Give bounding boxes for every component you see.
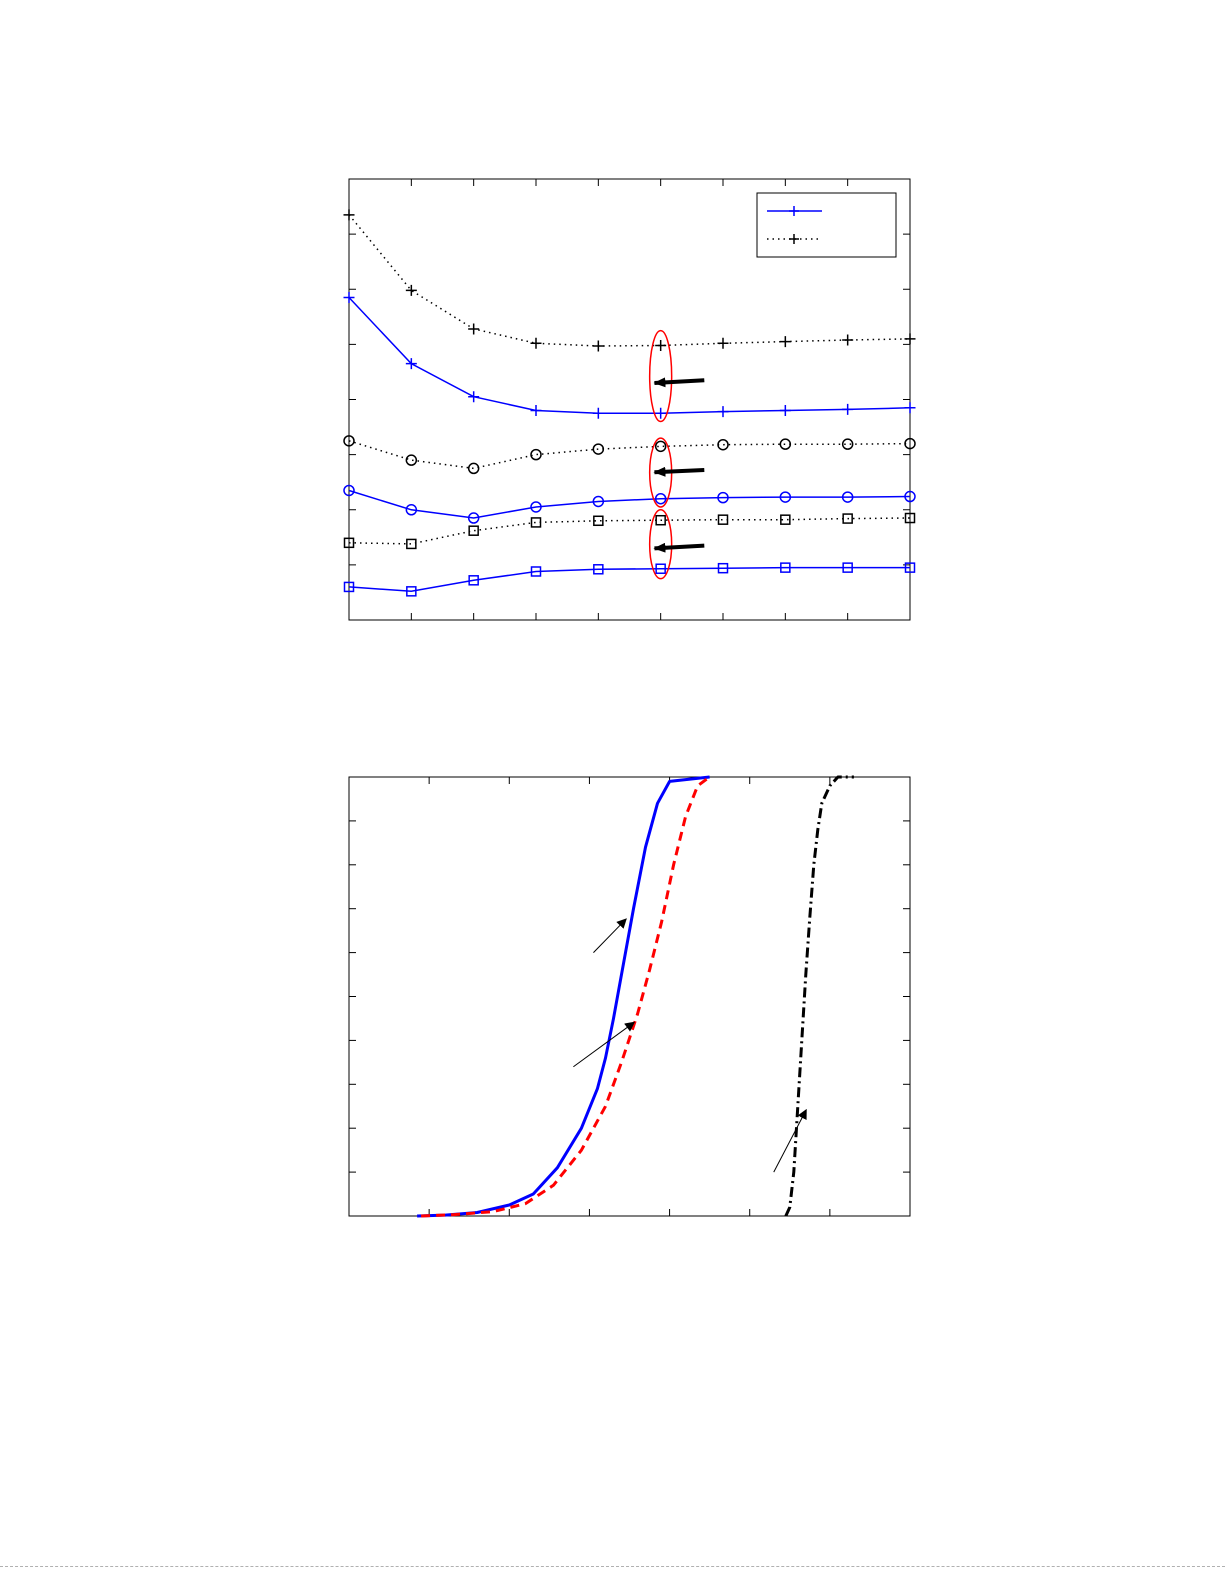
top-series-3-point [654, 440, 667, 453]
top-series-4-point [717, 562, 729, 574]
top-series-5-point [717, 514, 729, 525]
top-series-3-point [343, 435, 355, 447]
top-series-0-point [343, 292, 355, 304]
top-series-4-point [904, 562, 916, 573]
top-chart-series [343, 209, 916, 597]
top-chart-legend [756, 192, 897, 258]
top-annotation-ellipse-2 [648, 509, 673, 580]
top-series-0-point [592, 407, 604, 419]
top-series-3-point [717, 438, 729, 451]
top-annotation-arrow-3 [653, 377, 705, 388]
legend-marker-black-plus [789, 234, 799, 244]
bottom-annotation-arrow-2 [773, 1108, 807, 1173]
bottom-series-1-dashed-curve [421, 775, 711, 1218]
top-series-0-point [655, 407, 667, 419]
top-series-1-point [717, 337, 729, 349]
top-series-0-point [904, 402, 916, 414]
top-series-4-point [593, 564, 604, 575]
top-series-4-point [842, 562, 853, 573]
bottom-chart-series [417, 775, 854, 1218]
top-series-0-point [530, 405, 542, 417]
top-series-2-point [779, 491, 792, 503]
top-annotation-ellipse-0 [648, 329, 673, 423]
top-series-5-point [655, 514, 666, 526]
top-series-2-point [467, 512, 480, 524]
top-series-5-point [343, 537, 355, 549]
top-series-1-point [530, 337, 542, 349]
top-series-3-point [841, 438, 854, 450]
top-chart [343, 178, 916, 621]
top-series-2-point [530, 501, 542, 513]
bottom-series-2-dash-dot-curve [784, 775, 854, 1217]
top-chart-ticks [349, 179, 910, 620]
top-chart-annotations [648, 329, 705, 580]
top-series-0-point [468, 391, 480, 403]
top-annotation-arrow-5 [653, 542, 705, 553]
top-series-2-point [717, 491, 729, 504]
top-series-3-point [592, 443, 605, 455]
bottom-chart-annotations [573, 918, 807, 1173]
top-series-4-point [468, 575, 479, 586]
top-series-2-point [654, 492, 667, 505]
top-annotation-arrow-4 [653, 466, 705, 477]
top-series-1-point [592, 340, 604, 352]
top-series-1-point [779, 336, 791, 348]
top-series-3-point [904, 437, 916, 450]
top-series-1-point [842, 334, 854, 346]
top-series-2-point [343, 484, 355, 497]
bottom-chart-axes-box [348, 776, 911, 1217]
top-series-1-point [405, 284, 417, 296]
top-series-3-point [530, 448, 542, 461]
top-series-4-point [343, 581, 355, 593]
top-series-5-point [904, 512, 916, 524]
top-series-0-point [842, 403, 854, 415]
top-series-2-point [904, 490, 916, 503]
top-series-5-point [406, 538, 417, 550]
top-series-0-point [779, 405, 791, 417]
top-series-4-point [530, 566, 542, 577]
top-series-1-point [343, 209, 355, 221]
top-series-5-square-dotted-line [348, 517, 911, 545]
top-series-3-circle-dotted-line [348, 440, 911, 470]
top-series-2-point [592, 495, 605, 508]
top-series-5-point [780, 514, 791, 525]
page-bottom-rule [0, 1566, 1225, 1567]
top-series-5-point [842, 513, 853, 524]
top-series-0-point [405, 358, 417, 370]
bottom-chart [348, 775, 911, 1218]
top-series-5-point [593, 515, 604, 527]
top-series-4-point [655, 563, 666, 574]
top-series-0-plus-solid-line [348, 296, 911, 415]
bottom-series-0-solid-curve [417, 775, 710, 1218]
legend-marker-blue-plus [789, 206, 799, 216]
top-series-0-point [717, 406, 729, 418]
top-series-3-point [467, 462, 480, 475]
top-series-1-point [655, 339, 667, 351]
bottom-chart-ticks [349, 777, 910, 1216]
top-series-2-point [405, 504, 418, 516]
bottom-annotation-arrow-0 [593, 918, 627, 953]
top-series-4-square-solid-line [348, 566, 910, 593]
top-series-2-circle-solid-line [348, 489, 911, 519]
top-series-4-point [406, 586, 417, 597]
top-series-5-point [468, 525, 479, 536]
legend-box [756, 192, 897, 258]
top-series-1-point [904, 333, 916, 345]
top-series-1-point [468, 323, 480, 335]
top-series-3-point [779, 438, 792, 450]
top-series-2-point [841, 491, 854, 503]
top-series-5-point [530, 517, 542, 528]
bottom-annotation-arrow-1 [573, 1021, 636, 1068]
top-series-4-point [780, 562, 791, 573]
top-series-3-point [405, 454, 418, 466]
